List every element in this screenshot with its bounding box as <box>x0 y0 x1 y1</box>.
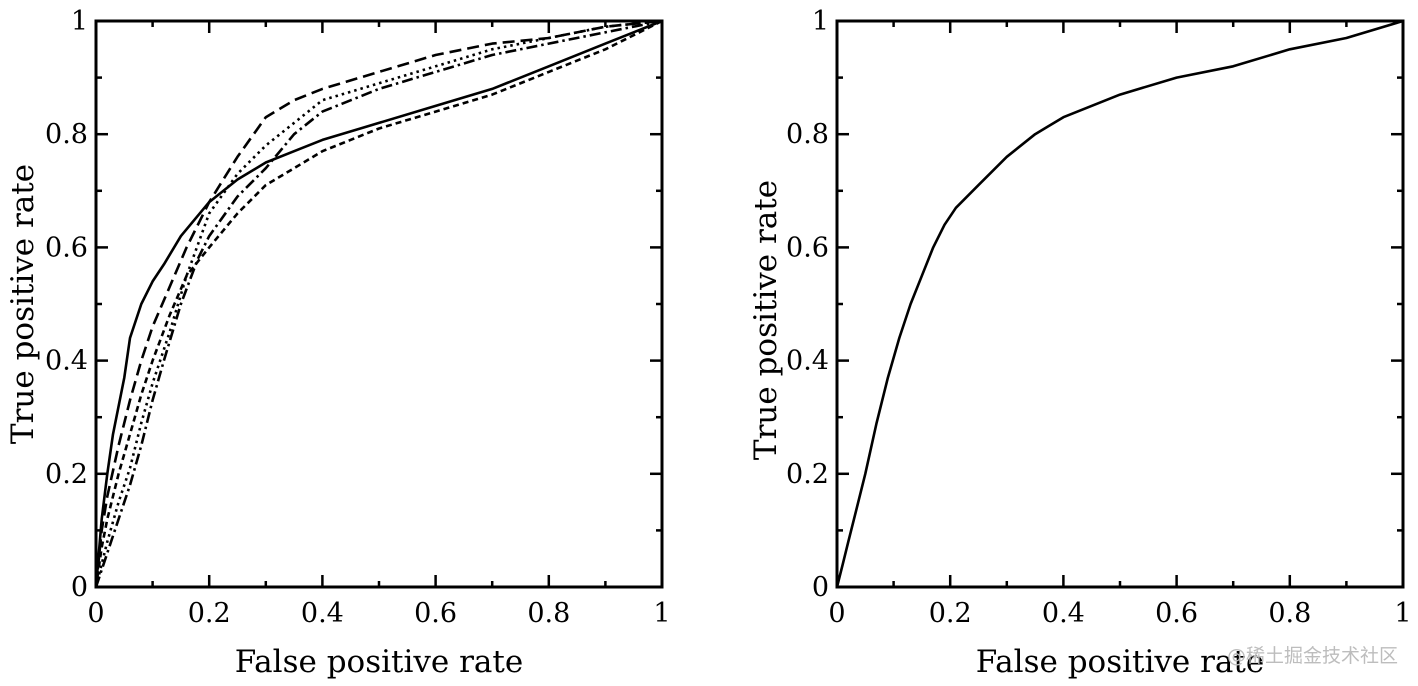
plot-frame-right <box>835 19 1405 589</box>
y-tick-label-right-3: 0.6 <box>786 232 829 263</box>
x-tick-label-left-1: 0.2 <box>188 598 231 629</box>
x-axis-title-right: False positive rate <box>976 644 1264 680</box>
y-tick-label-right-1: 0.2 <box>786 459 829 490</box>
x-tick-label-left-2: 0.4 <box>301 598 344 629</box>
x-tick-labels-right: 0 0.2 0.4 0.6 0.8 1 <box>828 598 1411 629</box>
x-axis-title-left: False positive rate <box>235 644 523 680</box>
x-tick-label-right-0: 0 <box>828 598 845 629</box>
y-tick-label-left-5: 1 <box>71 6 88 37</box>
x-tick-label-right-5: 1 <box>1394 598 1411 629</box>
x-tick-label-left-3: 0.6 <box>414 598 457 629</box>
series-line-left-5 <box>94 19 663 588</box>
ticks-left <box>94 19 664 589</box>
y-tick-label-right-5: 1 <box>812 6 829 37</box>
watermark-text: @稀土掘金技术社区 <box>1227 645 1398 667</box>
y-tick-label-left-0: 0 <box>71 572 88 603</box>
series-line-left-4 <box>94 19 663 588</box>
y-tick-label-left-3: 0.6 <box>45 232 88 263</box>
plot-area-right <box>835 19 1404 588</box>
y-axis-title-right: True positive rate <box>748 180 784 460</box>
plot-area-left <box>94 19 663 588</box>
series-line-left-2 <box>94 19 663 588</box>
x-tick-label-right-4: 0.8 <box>1268 598 1311 629</box>
chart-left: 0 0.2 0.4 0.6 0.8 1 0 0.2 0.4 0.6 0.8 1 False posi… <box>5 6 671 680</box>
y-tick-label-right-4: 0.8 <box>786 119 829 150</box>
series-line-right-1 <box>835 19 1404 588</box>
ticks-right <box>835 19 1405 589</box>
x-tick-label-left-4: 0.8 <box>527 598 570 629</box>
y-axis-title-left: True positive rate <box>5 164 41 444</box>
x-tick-label-left-0: 0 <box>87 598 104 629</box>
y-tick-label-right-0: 0 <box>812 572 829 603</box>
y-tick-label-left-1: 0.2 <box>45 459 88 490</box>
x-tick-labels-left: 0 0.2 0.4 0.6 0.8 1 <box>87 598 670 629</box>
series-line-left-3 <box>94 19 663 588</box>
y-tick-labels-right: 0 0.2 0.4 0.6 0.8 1 <box>786 6 829 603</box>
y-tick-labels-left: 0 0.2 0.4 0.6 0.8 1 <box>45 6 88 603</box>
y-tick-label-left-2: 0.4 <box>45 346 88 377</box>
chart-right: 0 0.2 0.4 0.6 0.8 1 0 0.2 0.4 0.6 0.8 1 False posi… <box>748 6 1412 680</box>
y-tick-label-right-2: 0.4 <box>786 346 829 377</box>
x-tick-label-right-3: 0.6 <box>1155 598 1198 629</box>
x-tick-label-right-1: 0.2 <box>929 598 972 629</box>
x-tick-label-left-5: 1 <box>653 598 670 629</box>
x-tick-label-right-2: 0.4 <box>1042 598 1085 629</box>
y-tick-label-left-4: 0.8 <box>45 119 88 150</box>
